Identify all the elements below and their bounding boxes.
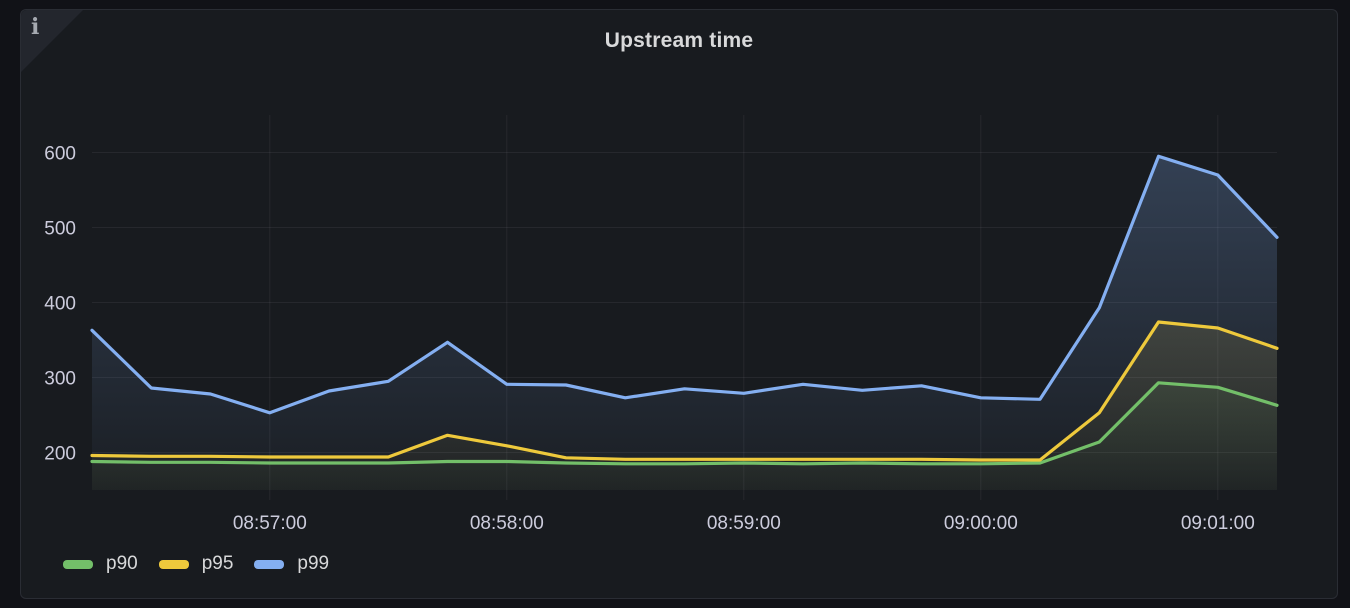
y-tick-label-500: 500 — [44, 219, 76, 240]
y-tick-label-200: 200 — [44, 444, 76, 465]
legend-swatch-p90 — [63, 559, 93, 569]
x-tick-label: 08:57:00 — [233, 513, 307, 534]
x-tick-label: 08:58:00 — [470, 513, 544, 534]
y-tick-label-400: 400 — [44, 294, 76, 315]
legend-swatch-p95 — [158, 559, 189, 569]
legend-item-p90[interactable]: p90 — [63, 552, 138, 576]
series-line-p99 — [90, 154, 1279, 415]
legend-swatch-p99 — [254, 559, 285, 569]
series-line-p95 — [90, 320, 1279, 462]
x-tick-label: 08:59:00 — [707, 513, 781, 534]
legend-label: p99 — [297, 553, 330, 574]
legend-label: p90 — [106, 553, 138, 574]
legend: p90 p95 p99 — [63, 552, 329, 576]
panel-title[interactable]: Upstream time — [604, 29, 754, 52]
series-line-p90 — [90, 381, 1279, 466]
series-area-p99 — [92, 156, 1277, 491]
legend-label: p95 — [201, 553, 234, 574]
x-tick-label: 09:01:00 — [1181, 513, 1255, 534]
legend-item-p95[interactable]: p95 — [158, 552, 234, 576]
info-icon: i — [31, 14, 40, 40]
y-tick-label-600: 600 — [44, 144, 76, 165]
legend-item-p99[interactable]: p99 — [254, 552, 329, 576]
y-tick-label-300: 300 — [44, 369, 76, 390]
x-tick-label: 09:00:00 — [944, 513, 1018, 534]
